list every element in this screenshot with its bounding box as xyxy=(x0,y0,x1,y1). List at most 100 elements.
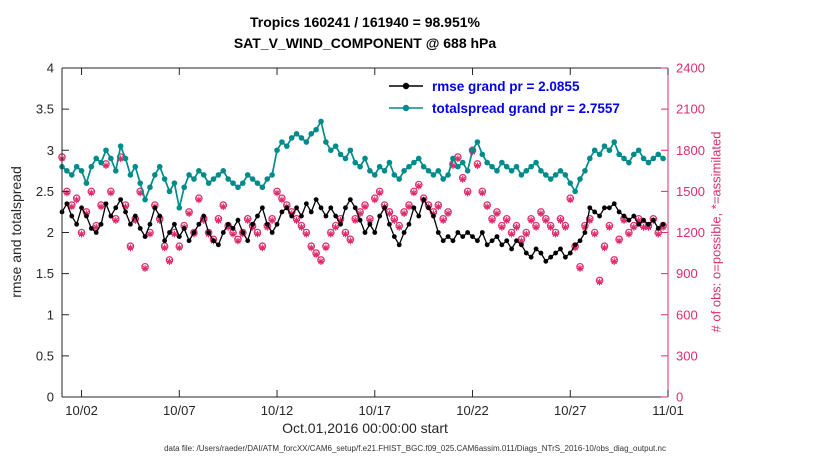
obs-assimilated-marker xyxy=(92,223,100,231)
totalspread-marker xyxy=(577,176,583,182)
totalspread-marker xyxy=(347,147,354,154)
totalspread-marker xyxy=(381,168,388,174)
totalspread-marker xyxy=(176,205,183,211)
rmse-marker xyxy=(362,230,368,235)
totalspread-marker xyxy=(587,155,593,162)
obs-assimilated-marker xyxy=(478,189,486,197)
totalspread-marker xyxy=(288,135,295,141)
totalspread-marker xyxy=(572,188,578,195)
totalspread-marker xyxy=(552,172,559,178)
totalspread-marker xyxy=(611,139,618,145)
totalspread-marker xyxy=(64,168,70,174)
legend-entry-totalspread: totalspread grand pr = 2.7557 xyxy=(388,98,620,118)
totalspread-marker xyxy=(508,168,515,174)
totalspread-marker xyxy=(645,159,652,166)
totalspread-marker xyxy=(391,172,398,178)
obs-assimilated-marker xyxy=(112,217,120,224)
totalspread-marker xyxy=(474,139,481,145)
totalspread-marker xyxy=(284,143,290,149)
rmse-marker xyxy=(470,234,475,240)
rmse-marker xyxy=(553,250,558,256)
obs-assimilated-marker xyxy=(366,217,374,224)
obs-assimilated-marker xyxy=(630,223,638,231)
rmse-marker xyxy=(142,234,148,240)
rmse-marker xyxy=(435,230,441,235)
obs-assimilated-marker xyxy=(605,223,613,231)
totalspread-marker xyxy=(332,143,339,149)
legend: rmse grand pr = 2.0855 totalspread grand… xyxy=(388,76,620,118)
totalspread-marker xyxy=(411,159,417,166)
obs-assimilated-marker xyxy=(625,230,633,238)
obs-assimilated-marker xyxy=(317,258,325,265)
rmse-marker xyxy=(514,238,519,244)
rmse-marker xyxy=(509,246,515,252)
rmse-marker xyxy=(641,217,646,223)
totalspread-marker xyxy=(606,147,613,154)
totalspread-marker xyxy=(635,147,642,154)
obs-assimilated-marker xyxy=(346,237,354,245)
obs-assimilated-marker xyxy=(127,244,134,252)
obs-assimilated-marker xyxy=(298,223,305,231)
obs-assimilated-marker xyxy=(302,230,310,238)
totalspread-marker xyxy=(425,168,432,174)
obs-assimilated-marker xyxy=(430,210,437,217)
totalspread-marker xyxy=(200,172,207,178)
rmse-marker xyxy=(562,254,568,260)
totalspread-marker xyxy=(616,151,622,158)
rmse-marker xyxy=(181,225,187,231)
rmse-marker xyxy=(455,230,461,235)
totalspread-marker xyxy=(547,176,554,182)
totalspread-marker xyxy=(171,180,178,186)
totalspread-marker xyxy=(220,168,227,174)
obs-assimilated-marker xyxy=(576,265,584,272)
obs-assimilated-marker xyxy=(68,203,76,211)
rmse-marker xyxy=(416,213,422,219)
rmse-marker xyxy=(518,242,524,248)
totalspread-marker xyxy=(254,180,261,186)
obs-assimilated-marker xyxy=(390,217,398,224)
y-tick-label-right: 2400 xyxy=(676,61,705,76)
rmse-marker xyxy=(79,205,84,211)
totalspread-marker xyxy=(313,126,319,133)
totalspread-marker xyxy=(376,163,383,170)
rmse-marker xyxy=(313,197,319,203)
rmse-marker xyxy=(445,234,451,240)
totalspread-marker xyxy=(464,168,471,174)
y-tick-label-right: 2100 xyxy=(676,102,705,117)
rmse-marker xyxy=(69,213,75,219)
rmse-marker xyxy=(465,230,471,235)
obs-assimilated-marker xyxy=(434,203,442,211)
rmse-marker xyxy=(489,238,495,244)
rmse-marker xyxy=(157,213,163,219)
totalspread-marker xyxy=(494,168,500,174)
obs-assimilated-marker xyxy=(444,210,452,217)
obs-assimilated-marker xyxy=(337,217,344,224)
totalspread-marker xyxy=(386,159,393,166)
rmse-marker xyxy=(538,250,544,256)
totalspread-marker xyxy=(230,180,236,186)
obs-assimilated-marker xyxy=(483,203,491,211)
rmse-marker xyxy=(567,250,573,256)
obs-assimilated-marker xyxy=(322,244,330,252)
totalspread-marker xyxy=(420,163,427,170)
rmse-marker xyxy=(343,205,348,211)
obs-assimilated-marker xyxy=(307,244,315,252)
totalspread-marker xyxy=(240,180,246,186)
totalspread-marker xyxy=(401,168,407,174)
y-tick-label-right: 900 xyxy=(676,266,698,281)
rmse-marker xyxy=(372,230,378,235)
rmse-marker xyxy=(611,201,617,207)
obs-assimilated-marker xyxy=(376,189,384,197)
rmse-marker xyxy=(655,225,661,231)
rmse-marker xyxy=(147,221,153,227)
obs-assimilated-marker xyxy=(214,217,222,224)
totalspread-marker xyxy=(352,159,359,166)
obs-assimilated-marker xyxy=(107,189,115,197)
rmse-marker xyxy=(93,230,99,235)
totalspread-marker xyxy=(244,172,251,178)
y-tick-label-left: 0 xyxy=(47,390,54,405)
totalspread-marker xyxy=(445,172,451,178)
rmse-marker xyxy=(479,230,485,235)
totalspread-marker xyxy=(440,176,446,182)
obs-assimilated-marker xyxy=(63,189,71,197)
